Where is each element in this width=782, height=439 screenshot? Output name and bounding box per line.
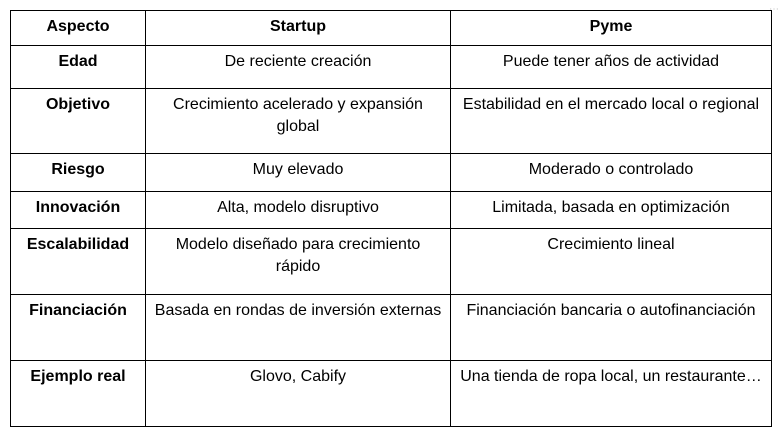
startup-cell: Muy elevado: [145, 153, 451, 192]
table-row: Financiación Basada en rondas de inversió…: [10, 294, 772, 361]
pyme-cell: Estabilidad en el mercado local o region…: [450, 88, 772, 154]
table-row: Edad De reciente creación Puede tener años…: [10, 45, 772, 89]
aspect-cell: Ejemplo real: [10, 360, 146, 427]
startup-cell: Crecimiento acelerado y expansión global: [145, 88, 451, 154]
pyme-cell: Moderado o controlado: [450, 153, 772, 192]
aspect-cell: Edad: [10, 45, 146, 89]
startup-cell: Modelo diseñado para crecimiento rápido: [145, 228, 451, 295]
startup-cell: De reciente creación: [145, 45, 451, 89]
pyme-cell: Limitada, basada en optimización: [450, 191, 772, 229]
startup-cell: Basada en rondas de inversión externas: [145, 294, 451, 361]
aspect-cell: Escalabilidad: [10, 228, 146, 295]
table-row: Ejemplo real Glovo, Cabify Una tienda de r…: [10, 360, 772, 427]
table-row: Innovación Alta, modelo disruptivo Limitad…: [10, 191, 772, 229]
pyme-cell: Crecimiento lineal: [450, 228, 772, 295]
pyme-cell: Una tienda de ropa local, un restaurante…: [450, 360, 772, 427]
aspect-cell: Financiación: [10, 294, 146, 361]
more-dots-icon[interactable]: ⋯: [769, 4, 780, 15]
pyme-cell: Puede tener años de actividad: [450, 45, 772, 89]
header-row: Aspecto Startup Pyme: [10, 10, 772, 46]
table-row: Escalabilidad Modelo diseñado para crecim…: [10, 228, 772, 295]
header-aspecto: Aspecto: [10, 10, 146, 46]
header-startup: Startup: [145, 10, 451, 46]
header-pyme: Pyme: [450, 10, 772, 46]
table-row: Objetivo Crecimiento acelerado y expansió…: [10, 88, 772, 154]
startup-cell: Alta, modelo disruptivo: [145, 191, 451, 229]
startup-cell: Glovo, Cabify: [145, 360, 451, 427]
pyme-cell: Financiación bancaria o autofinanciación: [450, 294, 772, 361]
aspect-cell: Objetivo: [10, 88, 146, 154]
aspect-cell: Riesgo: [10, 153, 146, 192]
comparison-table: Aspecto Startup Pyme Edad De reciente cre…: [10, 10, 772, 427]
aspect-cell: Innovación: [10, 191, 146, 229]
table-row: Riesgo Muy elevado Moderado o controlado: [10, 153, 772, 192]
